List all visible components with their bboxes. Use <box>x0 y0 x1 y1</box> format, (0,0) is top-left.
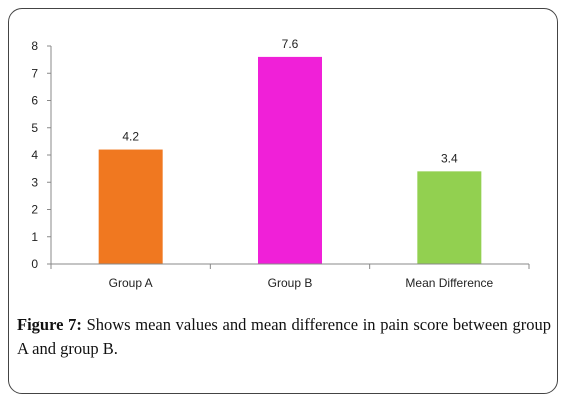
bar <box>98 149 163 264</box>
y-tick-label: 7 <box>31 66 38 80</box>
figure-caption: Figure 7: Shows mean values and mean dif… <box>17 313 551 361</box>
y-tick-label: 3 <box>31 175 38 189</box>
y-tick-label: 8 <box>31 39 38 53</box>
data-label: 3.4 <box>441 151 458 165</box>
bar <box>417 171 482 264</box>
y-tick-label: 4 <box>31 148 38 162</box>
y-tick-label: 2 <box>31 203 38 217</box>
x-tick-label: Mean Difference <box>405 276 493 290</box>
caption-label: Figure 7: <box>17 315 82 334</box>
y-tick-label: 5 <box>31 121 38 135</box>
caption-text: Shows mean values and mean difference in… <box>17 315 551 358</box>
x-tick-label: Group A <box>109 276 153 290</box>
x-tick-label: Group B <box>268 276 313 290</box>
bar-chart: 0 1 2 3 4 5 6 7 8 4.2 7.6 3.4 Group A Group B Mean D… <box>31 37 530 290</box>
data-label: 7.6 <box>282 37 299 51</box>
bar <box>258 56 322 265</box>
y-tick-label: 1 <box>31 230 38 244</box>
data-label: 4.2 <box>122 130 139 144</box>
y-tick-label: 0 <box>31 257 38 271</box>
y-tick-label: 6 <box>31 94 38 108</box>
